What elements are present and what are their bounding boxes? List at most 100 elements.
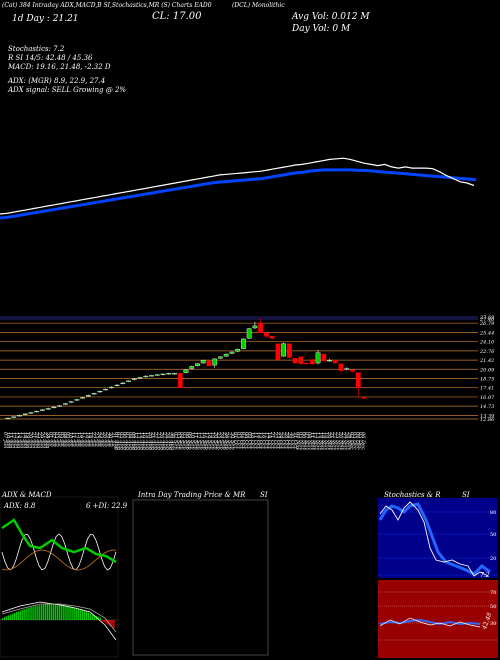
macd-bar bbox=[74, 607, 76, 620]
candle-body bbox=[332, 360, 338, 364]
candle-body bbox=[63, 403, 68, 405]
macd-bar bbox=[15, 612, 18, 620]
candle-body bbox=[11, 416, 17, 418]
date-label: 07 Oct bbox=[241, 432, 247, 450]
macd-bar bbox=[5, 616, 8, 620]
date-label: 28 Oct bbox=[283, 431, 289, 450]
macd-bar bbox=[37, 605, 39, 620]
date-label: 20 Nov bbox=[326, 431, 332, 450]
candle-body bbox=[246, 328, 252, 339]
date-label: 17 Jun bbox=[19, 432, 25, 448]
date-label: 23 Sep bbox=[215, 431, 221, 450]
date-label: 06 Dec bbox=[360, 432, 366, 450]
date-label: 27 Nov bbox=[340, 431, 346, 450]
candle-body bbox=[338, 363, 344, 371]
level-label: 26.79 bbox=[479, 321, 495, 327]
date-label: 13 Nov bbox=[315, 432, 321, 450]
date-label: 26 Jul bbox=[101, 431, 107, 447]
date-label: 21 Nov bbox=[329, 431, 335, 450]
date-label: 10 Oct bbox=[249, 432, 255, 450]
rsi-signal-line bbox=[379, 617, 481, 628]
macd-bar bbox=[23, 609, 25, 620]
candle-body bbox=[17, 415, 22, 417]
date-label: 14 Aug bbox=[138, 432, 144, 450]
date-label: 21 Jun bbox=[30, 431, 36, 448]
date-label: 11 Jul bbox=[70, 432, 76, 447]
macd-bar bbox=[21, 609, 23, 620]
date-label: 31 Jul bbox=[110, 432, 116, 447]
date-label: 23 Oct bbox=[275, 431, 281, 450]
stochastics-reading: Stochastics: 7.2 bbox=[8, 45, 65, 53]
date-label: 18 Jul bbox=[84, 432, 90, 447]
date-label: 18 Oct bbox=[266, 432, 272, 450]
macd-bar bbox=[46, 604, 49, 620]
adx-panel-title: ADX & MACD bbox=[2, 491, 52, 499]
macd-bar bbox=[89, 613, 92, 620]
macd-bar bbox=[72, 607, 74, 620]
level-label: 20.09 bbox=[479, 367, 495, 373]
date-label: 06 Sep bbox=[184, 432, 190, 450]
level-label: 24.10 bbox=[479, 340, 495, 346]
macd-bar bbox=[11, 613, 14, 620]
date-label: 14 Oct bbox=[255, 432, 261, 450]
adx-lines bbox=[1, 518, 117, 571]
candle-body bbox=[206, 360, 212, 366]
date-label: 18 Jun bbox=[22, 432, 28, 448]
date-label: 16 Aug bbox=[141, 432, 147, 450]
date-label: 24 Oct bbox=[278, 431, 284, 450]
date-label: 08 Nov bbox=[306, 432, 312, 450]
date-label: 22 Jul bbox=[90, 431, 96, 447]
date-label: 26 Nov bbox=[337, 431, 343, 450]
candle-body bbox=[131, 378, 137, 380]
date-label: 12 Jun bbox=[11, 432, 17, 448]
date-label: 21 Aug bbox=[150, 431, 156, 450]
candle-body bbox=[252, 325, 258, 329]
macd-bar bbox=[58, 604, 60, 620]
date-label: 14 Nov bbox=[317, 432, 323, 450]
candle-body bbox=[22, 413, 28, 415]
candle-body bbox=[263, 332, 269, 337]
date-label: 15 Oct bbox=[258, 432, 264, 450]
candle-body bbox=[286, 343, 292, 358]
short-average-line bbox=[0, 157, 475, 215]
candle-body bbox=[292, 357, 298, 364]
candle-body bbox=[103, 388, 109, 391]
candle-body bbox=[304, 362, 309, 365]
date-label: 04 Oct bbox=[238, 432, 244, 450]
adx-reading: ADX: (MGR) 8.9, 22.9, 27.4 bbox=[8, 77, 106, 85]
macd-bar bbox=[60, 604, 62, 620]
date-label: 30 Aug bbox=[170, 432, 176, 450]
intraday-panel bbox=[132, 499, 269, 656]
stochastics-panel bbox=[378, 498, 498, 578]
company-name: (DCL) Monolithic bbox=[232, 2, 285, 9]
date-label: 25 Nov bbox=[334, 431, 340, 450]
candle-body bbox=[309, 359, 315, 364]
date-label: 01 Jul bbox=[48, 432, 54, 447]
candle-body bbox=[97, 391, 103, 393]
level-label: 13.39 bbox=[480, 413, 495, 419]
indicator-tabs[interactable]: (Cat) 384 Intraday ADX,MACD,B SI,Stochas… bbox=[2, 2, 212, 9]
candle-body bbox=[361, 397, 367, 399]
date-label: 23 Jul bbox=[93, 431, 99, 447]
level-label: 17.41 bbox=[480, 386, 494, 392]
date-label: 07 Jun bbox=[2, 432, 8, 448]
date-label: 19 Sep bbox=[209, 432, 215, 450]
rsi-grid-label: 50 bbox=[490, 604, 496, 610]
candle-body bbox=[355, 372, 361, 388]
candle-body bbox=[85, 395, 91, 397]
date-label: 20 Jun bbox=[28, 431, 34, 448]
date-label: 01 Oct bbox=[232, 432, 238, 450]
rsi-reading: R SI 14/5: 42.48 / 45.36 bbox=[8, 54, 93, 62]
candle-body bbox=[183, 369, 189, 373]
candle-body bbox=[68, 401, 74, 403]
macd-bar bbox=[111, 620, 113, 628]
date-label: 08 Aug bbox=[127, 432, 133, 450]
date-label: 01 Aug bbox=[113, 432, 119, 450]
candle-body bbox=[200, 360, 206, 364]
date-label: 10 Sep bbox=[190, 432, 196, 450]
candle-body bbox=[5, 417, 11, 420]
candle-body bbox=[57, 405, 63, 407]
date-label: 27 Aug bbox=[161, 431, 167, 450]
adx-panel-value: ADX: 8.8 bbox=[4, 502, 36, 510]
